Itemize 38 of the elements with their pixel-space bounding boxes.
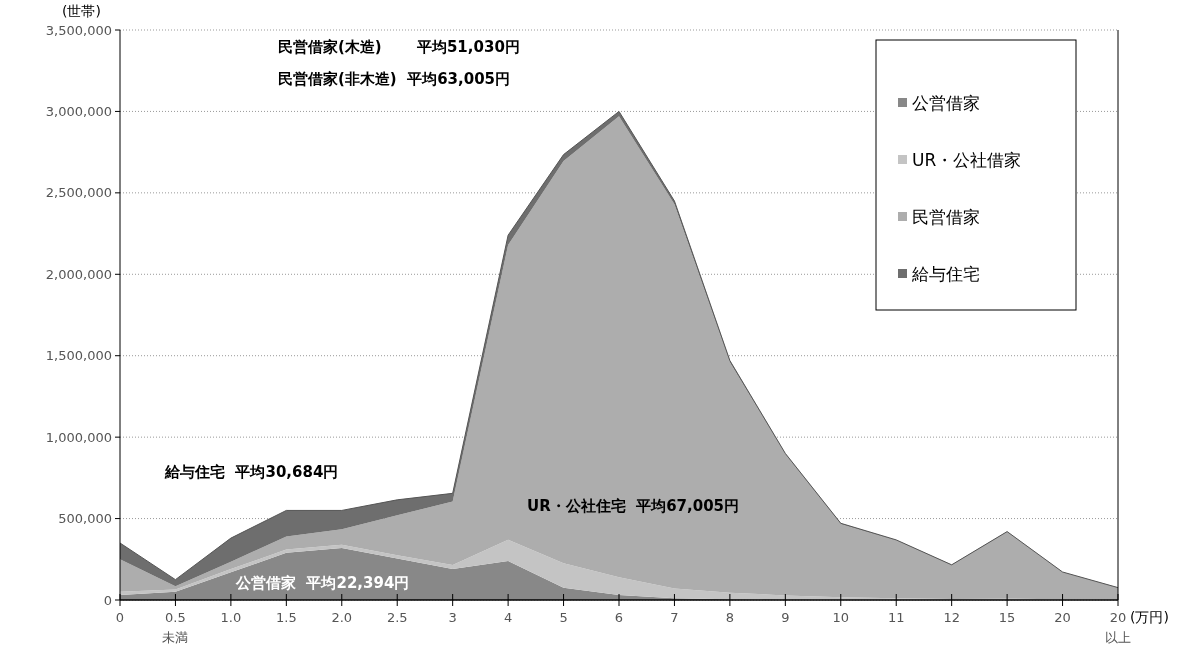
y-tick-label: 0 [103, 592, 112, 608]
x-tick-label: 0.5 未満 [162, 610, 189, 645]
y-tick-label: 2,500,000 [45, 185, 112, 201]
x-tick-label: 8 [725, 610, 735, 625]
y-tick-label: 1,000,000 [45, 429, 112, 445]
annotation: 給与住宅 平均30,684円 [164, 463, 339, 481]
annotation: UR・公社住宅 平均67,005円 [527, 497, 740, 515]
y-tick-label: 2,000,000 [45, 266, 112, 282]
annotation: 民営借家(非木造) 平均63,005円 [278, 70, 511, 88]
x-tick-label: 9 [781, 610, 790, 625]
x-tick-label: 4 [503, 610, 513, 625]
legend-label: UR・公社借家 [912, 149, 1022, 170]
x-tick-label: 20 [1054, 610, 1071, 625]
y-axis-title: (世帯) [62, 3, 101, 19]
x-tick-label: 1.0 [220, 610, 242, 625]
x-tick-label: 15 [998, 610, 1016, 625]
x-tick-label: 6 [614, 610, 624, 625]
legend-label: 給与住宅 [911, 263, 980, 284]
legend-label: 民営借家 [912, 206, 980, 227]
y-tick-label: 500,000 [58, 511, 112, 527]
x-axis-title: (万円) [1130, 609, 1169, 625]
x-tick-label: 7 [670, 610, 679, 625]
y-tick-label: 3,000,000 [45, 103, 112, 119]
x-tick-label: 5 [559, 610, 568, 625]
annotation: 公営借家 平均22,394円 [235, 574, 410, 592]
y-tick-label: 3,500,000 [45, 22, 112, 38]
x-tick-label: 2.0 [331, 610, 353, 625]
x-tick-label: 12 [943, 610, 960, 625]
x-tick-label: 0 [115, 610, 125, 625]
x-tick-label: 10 [832, 610, 850, 625]
x-tick-label: 2.5 [386, 610, 408, 625]
x-tick-label: 3 [448, 610, 457, 625]
legend-label: 公営借家 [912, 92, 980, 113]
x-tick-label: 1.5 [275, 610, 297, 625]
x-tick-label: 20 以上 [1105, 610, 1131, 645]
annotation: 民営借家(木造) 平均51,030円 [278, 38, 520, 56]
y-tick-label: 1,500,000 [45, 348, 112, 364]
x-tick-label: 11 [887, 610, 905, 625]
